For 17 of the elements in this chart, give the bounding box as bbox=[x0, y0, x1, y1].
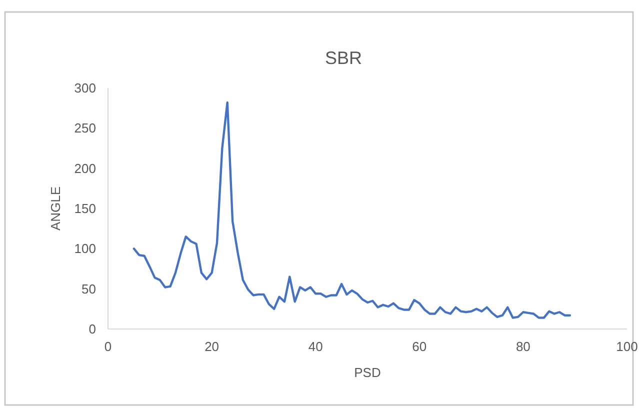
y-tick-label: 300 bbox=[74, 80, 96, 96]
chart-title: SBR bbox=[324, 48, 362, 68]
x-tick-label: 40 bbox=[308, 339, 323, 354]
x-tick-label: 100 bbox=[616, 339, 638, 354]
y-tick-label: 0 bbox=[88, 322, 96, 336]
y-tick-label: 200 bbox=[74, 160, 96, 176]
x-tick-label: 0 bbox=[104, 339, 112, 354]
x-tick-label: 20 bbox=[204, 339, 220, 354]
x-tick-label: 60 bbox=[412, 339, 427, 354]
x-axis-title: PSD bbox=[354, 365, 381, 380]
y-tick-label: 50 bbox=[82, 281, 96, 296]
y-axis-title: ANGLE bbox=[48, 186, 63, 231]
y-tick-label: 100 bbox=[74, 241, 96, 256]
y-tick-label: 150 bbox=[74, 201, 96, 216]
x-tick-label: 80 bbox=[516, 339, 530, 354]
y-tick-label: 250 bbox=[74, 120, 96, 136]
line-series bbox=[132, 101, 572, 319]
